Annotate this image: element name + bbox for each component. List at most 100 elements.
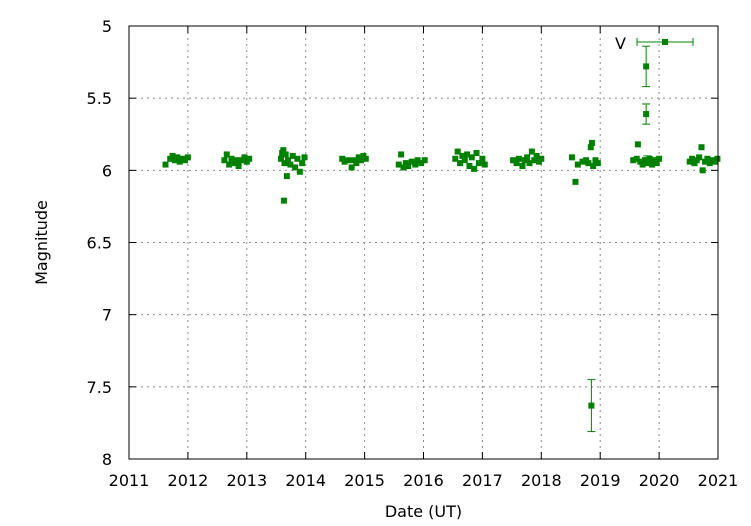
- data-point: [528, 148, 535, 155]
- data-points: [162, 45, 721, 433]
- data-point: [481, 161, 488, 168]
- x-tick-label: 2011: [109, 471, 150, 490]
- data-point: [464, 151, 471, 158]
- data-point: [526, 160, 533, 167]
- legend: V: [615, 34, 694, 53]
- data-point: [299, 160, 306, 167]
- y-tick-label: 5: [102, 17, 112, 36]
- data-point: [414, 157, 421, 164]
- data-point: [421, 157, 428, 164]
- data-point: [226, 161, 233, 168]
- data-point: [348, 164, 355, 171]
- data-point: [241, 154, 248, 161]
- x-tick-label: 2012: [168, 471, 209, 490]
- legend-marker: [662, 39, 668, 45]
- data-point: [408, 158, 415, 165]
- data-point: [572, 178, 579, 185]
- data-point: [574, 161, 581, 168]
- data-point: [341, 158, 348, 165]
- data-point: [587, 144, 594, 151]
- data-point: [510, 157, 517, 164]
- data-point: [649, 161, 656, 168]
- data-point: [454, 148, 461, 155]
- y-tick-label: 7: [102, 306, 112, 325]
- x-tick-label: 2015: [344, 471, 385, 490]
- data-point: [634, 141, 641, 148]
- data-point: [468, 154, 475, 161]
- data-point: [643, 63, 650, 70]
- y-tick-label: 7.5: [87, 378, 112, 397]
- data-point: [400, 164, 407, 171]
- x-tick-label: 2014: [285, 471, 326, 490]
- data-point: [282, 151, 289, 158]
- y-axis-label: Magnitude: [32, 200, 51, 285]
- data-point: [223, 151, 230, 158]
- plot-frame: [128, 25, 719, 460]
- data-point: [519, 163, 526, 170]
- data-point: [459, 152, 466, 159]
- data-point: [398, 151, 405, 158]
- data-point: [246, 155, 253, 162]
- data-point: [590, 163, 597, 170]
- data-point: [345, 157, 352, 164]
- data-point: [579, 158, 586, 165]
- data-point: [644, 160, 651, 167]
- data-point: [656, 155, 663, 162]
- x-tick-label: 2018: [521, 471, 562, 490]
- x-tick-label: 2013: [226, 471, 267, 490]
- data-point: [233, 157, 240, 164]
- y-tick-label: 5.5: [87, 89, 112, 108]
- data-point: [174, 154, 181, 161]
- data-point: [630, 157, 637, 164]
- data-point: [588, 402, 595, 409]
- data-point: [594, 160, 601, 167]
- data-point: [689, 155, 696, 162]
- data-point: [228, 155, 235, 162]
- data-point: [653, 160, 660, 167]
- data-point: [162, 161, 169, 168]
- data-point: [395, 161, 402, 168]
- y-tick-labels: 5 5.5 6 6.5 7 7.5 8: [87, 17, 112, 469]
- data-point: [475, 160, 482, 167]
- data-point: [588, 139, 595, 146]
- y-tick-label: 6.5: [87, 234, 112, 253]
- data-point: [235, 163, 242, 170]
- x-tick-labels: 2011 2012 2013 2014 2015 2016 2017 2018 2019 2020…: [109, 471, 739, 490]
- data-point: [704, 155, 711, 162]
- data-point: [281, 160, 288, 167]
- data-point: [538, 155, 545, 162]
- data-point: [412, 161, 419, 168]
- data-point: [646, 155, 653, 162]
- data-point: [283, 173, 290, 180]
- x-tick-label: 2021: [698, 471, 739, 490]
- data-point: [524, 154, 531, 161]
- data-point: [280, 197, 287, 204]
- data-point: [296, 168, 303, 175]
- data-point: [585, 160, 592, 167]
- data-point: [515, 155, 522, 162]
- data-point: [418, 160, 425, 167]
- data-point: [479, 155, 486, 162]
- data-point: [457, 160, 464, 167]
- x-tick-label: 2016: [403, 471, 444, 490]
- x-tick-label: 2019: [580, 471, 621, 490]
- data-point: [169, 152, 176, 159]
- data-point: [362, 155, 369, 162]
- data-point: [633, 155, 640, 162]
- data-point: [461, 157, 468, 164]
- data-point: [471, 165, 478, 172]
- data-point: [289, 152, 296, 159]
- data-point: [643, 111, 650, 118]
- data-point: [568, 154, 575, 161]
- data-point: [513, 160, 520, 167]
- data-point: [294, 155, 301, 162]
- data-point: [353, 160, 360, 167]
- x-tick-label: 2020: [639, 471, 680, 490]
- data-point: [405, 163, 412, 170]
- data-point: [452, 155, 459, 162]
- plot-grid: [129, 26, 718, 459]
- x-tick-label: 2017: [462, 471, 503, 490]
- data-point: [714, 155, 721, 162]
- data-point: [466, 163, 473, 170]
- data-point: [221, 157, 228, 164]
